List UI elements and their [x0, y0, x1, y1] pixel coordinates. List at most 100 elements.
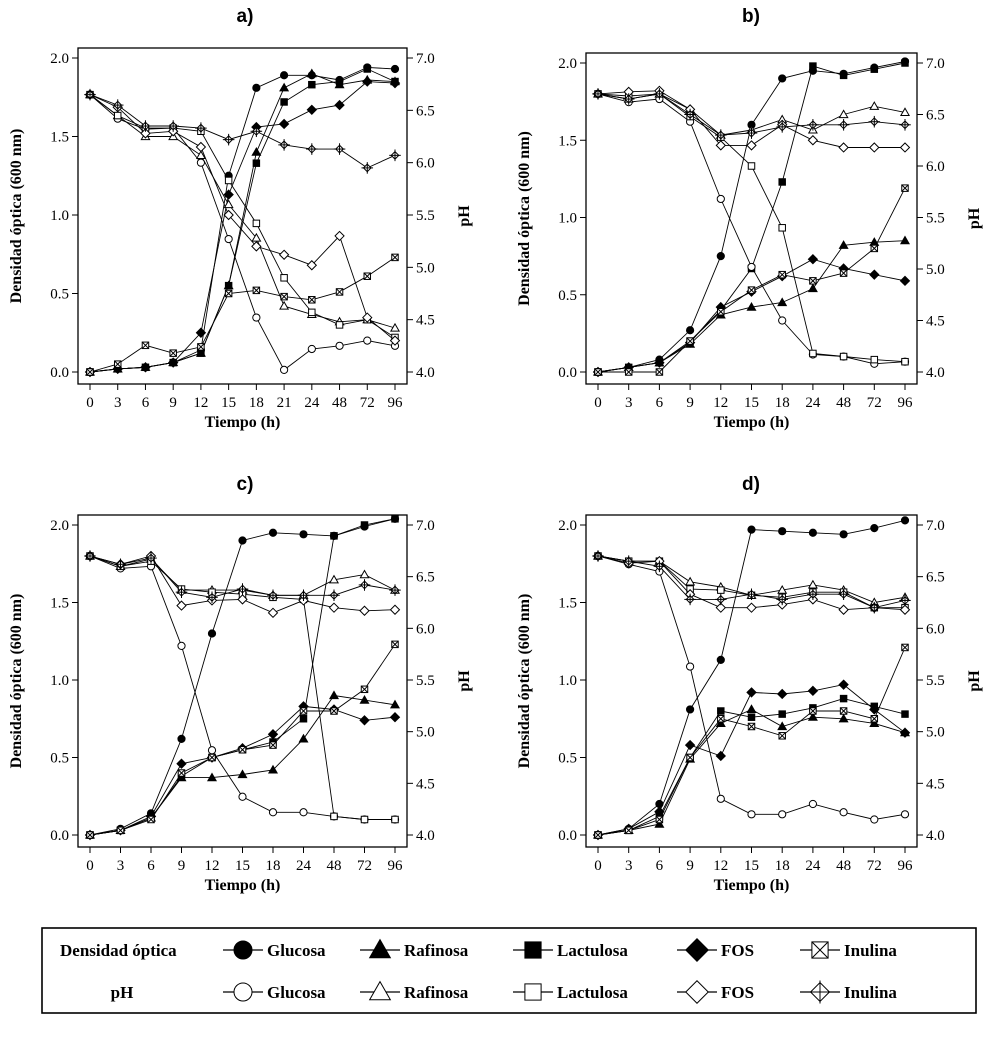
data-point-inulina — [236, 583, 249, 595]
data-point-rafinosa — [899, 235, 911, 245]
y-tick-label: 1.5 — [50, 130, 69, 146]
y-tick-label: 2.0 — [50, 51, 69, 67]
data-point-lactulosa — [360, 521, 369, 529]
data-point-inulina — [807, 119, 819, 131]
data-point-lactulosa — [335, 77, 344, 86]
data-point-glucosa — [268, 528, 278, 537]
y-axis-title: Densidad óptica (600 nm) — [8, 129, 25, 304]
legend-entry-ph-inulina: Inulina — [800, 980, 897, 1004]
data-point-fos — [899, 275, 911, 287]
y-tick-label: 2.0 — [558, 56, 577, 72]
data-point-inulina — [86, 368, 94, 376]
data-point-fos — [278, 118, 290, 130]
data-point-rafinosa — [279, 82, 290, 92]
legend-entry-ph-glucosa: Glucosa — [223, 982, 326, 1002]
data-point-lactulosa — [224, 176, 233, 185]
data-point-inulina — [308, 296, 316, 304]
data-point-inulina — [655, 815, 664, 824]
data-point-inulina — [269, 741, 277, 749]
data-point-inulina — [358, 579, 371, 591]
data-point-glucosa — [716, 655, 725, 664]
x-tick-label: 15 — [744, 395, 759, 411]
y-axis-title: Densidad óptica (600 nm) — [516, 131, 533, 306]
data-point-fos — [838, 679, 849, 690]
data-point-inulina — [837, 588, 850, 601]
data-point-inulina — [145, 552, 157, 564]
series-line — [597, 61, 906, 373]
series-line — [89, 94, 396, 169]
series-line — [597, 62, 906, 373]
data-point-glucosa — [238, 536, 247, 545]
data-point-inulina — [870, 715, 879, 723]
y2-tick-label: 5.0 — [926, 725, 945, 741]
data-point-inulina — [335, 288, 344, 296]
legend-label: Lactulosa — [557, 941, 628, 960]
data-point-glucosa — [363, 336, 372, 345]
data-point-rafinosa — [746, 301, 757, 311]
data-point-lactulosa — [839, 694, 848, 703]
data-point-fos — [869, 704, 880, 715]
y2-tick-label: 6.0 — [416, 621, 435, 637]
data-point-inulina — [686, 753, 694, 762]
data-point-rafinosa — [306, 68, 317, 78]
data-point-glucosa — [778, 74, 787, 83]
series-ph-inulina — [592, 550, 911, 614]
data-point-inulina — [297, 589, 310, 602]
data-point-rafinosa — [869, 101, 880, 110]
data-point-inulina — [592, 550, 604, 562]
data-point-inulina — [177, 769, 186, 777]
data-point-inulina — [684, 108, 696, 121]
data-point-lactulosa — [717, 586, 725, 594]
panel-c: c) 0 3 6 9 12 15 18 24 48 72 96 Tiempo (h) 0.0 0.5 1.0 1… — [8, 474, 473, 894]
y2-tick-label: 6.5 — [926, 108, 945, 124]
y-tick-label: 1.0 — [558, 673, 577, 689]
data-point-inulina — [391, 253, 399, 262]
data-point-inulina — [837, 119, 850, 131]
legend-marker-inulina — [808, 980, 832, 1004]
x-tick-label: 12 — [193, 395, 208, 411]
data-point-inulina — [715, 593, 727, 606]
series-line — [89, 94, 396, 329]
data-point-inulina — [778, 270, 786, 279]
data-point-fos — [869, 269, 880, 280]
data-point-rafinosa — [359, 695, 370, 704]
series-line — [598, 187, 906, 373]
series-ph-glucosa — [85, 90, 400, 375]
data-point-inulina — [299, 707, 308, 715]
x-tick-label: 9 — [178, 858, 186, 874]
data-point-inulina — [776, 593, 788, 606]
data-point-inulina — [86, 831, 94, 839]
series-line — [597, 647, 906, 836]
data-point-rafinosa — [838, 109, 849, 119]
x-tick-label: 48 — [332, 395, 347, 411]
y2-axis-title: pH — [456, 670, 473, 692]
y2-axis-title: pH — [966, 207, 983, 229]
legend-entry-densidad-optica-rafinosa: Rafinosa — [360, 938, 469, 960]
data-point-fos — [899, 604, 911, 615]
series-ph-fos — [84, 550, 401, 619]
series-densidad-optica-rafinosa — [84, 690, 401, 839]
legend-entry-densidad-optica-inulina: Inulina — [800, 941, 897, 960]
y2-tick-label: 5.5 — [416, 673, 435, 689]
data-point-fos — [334, 99, 345, 111]
data-point-lactulosa — [252, 219, 261, 228]
data-point-fos — [195, 327, 207, 338]
data-point-inulina — [899, 594, 911, 607]
x-tick-label: 3 — [117, 858, 125, 874]
y-axis-title: Densidad óptica (600 nm) — [8, 594, 25, 769]
x-tick-label: 0 — [594, 395, 602, 411]
data-point-glucosa — [196, 158, 206, 167]
data-point-glucosa — [177, 641, 186, 651]
data-point-inulina — [868, 601, 881, 614]
data-point-inulina — [747, 722, 756, 731]
data-point-inulina — [361, 162, 374, 174]
data-point-rafinosa — [279, 300, 290, 310]
data-point-fos — [807, 685, 819, 697]
x-tick-label: 72 — [357, 858, 372, 874]
y2-tick-label: 6.5 — [926, 570, 945, 586]
data-point-inulina — [197, 343, 205, 351]
series-ph-fos — [84, 89, 401, 346]
legend-marker-fos — [685, 938, 709, 962]
data-point-fos — [195, 141, 207, 153]
data-point-inulina — [686, 337, 694, 345]
